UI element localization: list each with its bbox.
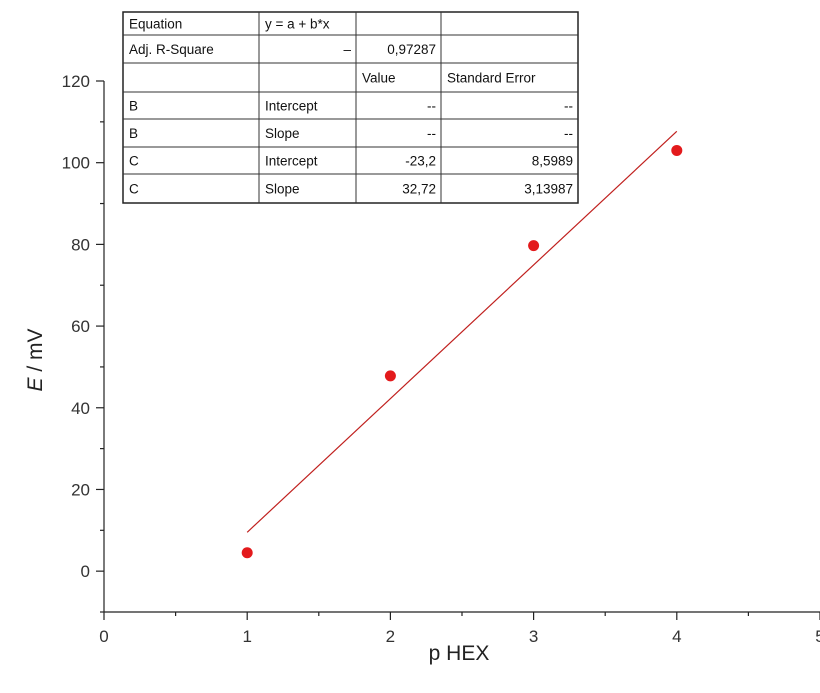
x-tick-label: 4: [672, 627, 681, 646]
table-cell: 32,72: [402, 182, 436, 197]
fit-line-group: [246, 130, 678, 533]
y-axis-title-unit: / mV: [24, 328, 47, 377]
table-border: [122, 11, 579, 204]
y-tick-label: 120: [62, 72, 90, 91]
table-cell: 8,5989: [532, 154, 573, 169]
fit-results-table: Equation y = a + b*x Adj. R-Square – 0,97287…: [122, 11, 579, 204]
table-cell: 0,97287: [387, 42, 436, 57]
table-cell: -23,2: [405, 154, 436, 169]
table-cell: Slope: [265, 182, 300, 197]
table-cell: y = a + b*x: [265, 17, 330, 32]
y-tick-label: 0: [81, 562, 90, 581]
y-tick-label: 40: [71, 399, 90, 418]
y-tick-label: 20: [71, 480, 90, 499]
table-cell: Adj. R-Square: [129, 42, 214, 57]
table-cell: --: [564, 99, 573, 114]
x-tick-label: 2: [386, 627, 395, 646]
table-cell: 3,13987: [524, 182, 573, 197]
data-point: [528, 240, 540, 252]
x-tick-label: 0: [99, 627, 108, 646]
y-tick-label: 100: [62, 154, 90, 173]
table-cell: Intercept: [265, 99, 318, 114]
table-cell: C: [129, 182, 139, 197]
y-tick-label: 80: [71, 235, 90, 254]
axes: 0 1 2 3 4 5 0 20 40 60 80 100 120: [62, 72, 820, 646]
table-cell: B: [129, 126, 138, 141]
table-cell: Standard Error: [447, 71, 536, 86]
table-cell: --: [427, 99, 436, 114]
x-tick-label: 5: [815, 627, 820, 646]
data-point: [384, 370, 396, 382]
x-axis-title: p HEX: [429, 642, 490, 665]
x-tick-label: 3: [529, 627, 538, 646]
fit-line: [246, 130, 678, 533]
table-cell: Equation: [129, 17, 182, 32]
table-cell: Value: [362, 71, 396, 86]
y-axis-title: E / mV: [24, 328, 47, 391]
data-points: [241, 144, 683, 559]
data-point: [241, 547, 253, 559]
x-tick-label: 1: [242, 627, 251, 646]
table-cell: --: [427, 126, 436, 141]
table-cell: –: [343, 42, 351, 57]
table-cell: --: [564, 126, 573, 141]
data-point: [671, 144, 683, 156]
table-cell: Slope: [265, 126, 300, 141]
table-cell: C: [129, 154, 139, 169]
table-cell: Intercept: [265, 154, 318, 169]
y-tick-label: 60: [71, 317, 90, 336]
y-axis-title-symbol: E: [24, 377, 47, 392]
table-cell: B: [129, 99, 138, 114]
